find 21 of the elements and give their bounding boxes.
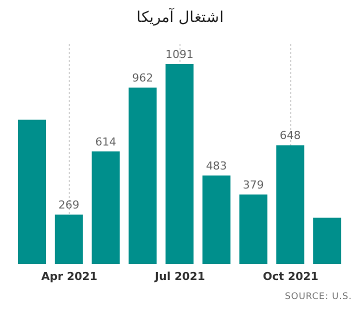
bar xyxy=(166,64,194,264)
x-tick-label: Oct 2021 xyxy=(262,270,318,283)
bar xyxy=(239,194,268,264)
data-label: 614 xyxy=(95,135,116,148)
bar xyxy=(54,214,83,264)
chart-title: اشتغال آمریکا xyxy=(136,8,224,28)
bar xyxy=(92,151,120,264)
x-tick-label: Apr 2021 xyxy=(41,270,98,283)
data-label: 648 xyxy=(280,129,301,142)
data-label: 1091 xyxy=(166,48,194,61)
bar xyxy=(276,145,304,264)
data-label: 269 xyxy=(58,198,80,212)
x-tick-label: Jul 2021 xyxy=(154,270,206,283)
bar xyxy=(202,175,230,264)
source-note: SOURCE: U.S. xyxy=(284,292,352,302)
bar xyxy=(128,88,157,264)
bar xyxy=(313,218,342,264)
data-label: 962 xyxy=(132,72,154,85)
data-label: 483 xyxy=(206,159,227,172)
data-label: 379 xyxy=(242,178,264,192)
bar xyxy=(18,120,46,264)
